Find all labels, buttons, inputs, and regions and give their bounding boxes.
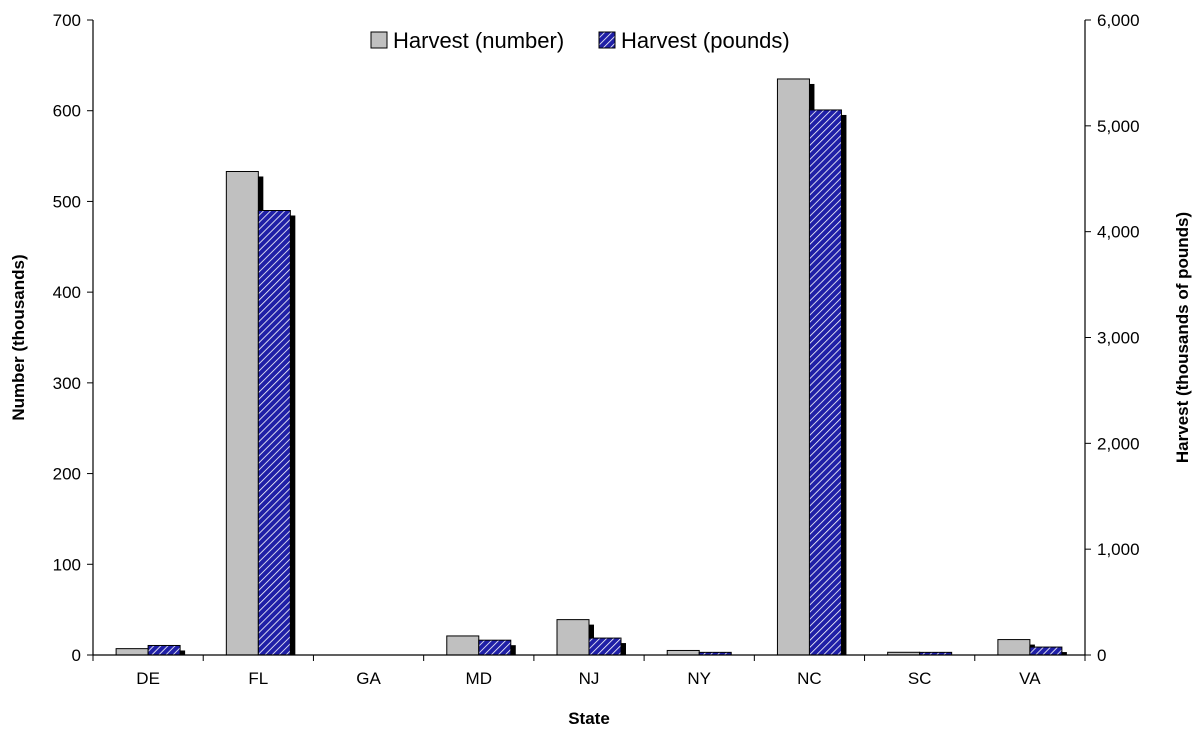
bar-number-fl: [225, 170, 259, 656]
bar-number-nj: [556, 619, 590, 656]
labels-layer: 0 100 200 300 400 500 600 700 0 1,000 2,000 3,000 4,…: [9, 11, 1192, 728]
bar-number-md: [446, 635, 480, 656]
y-tick-label-right: 1,000: [1097, 540, 1140, 559]
y-tick-label-left: 300: [53, 374, 81, 393]
y-tick-label-right: 2,000: [1097, 434, 1140, 453]
y-tick-label-left: 600: [53, 102, 81, 121]
y-tick-label-left: 400: [53, 283, 81, 302]
legend: Harvest (number) Harvest (pounds): [370, 28, 790, 53]
x-tick-label-sc: SC: [908, 669, 932, 688]
x-tick-label-ga: GA: [356, 669, 381, 688]
x-axis-title: State: [568, 709, 610, 728]
x-tick-label-nc: NC: [797, 669, 822, 688]
legend-swatch-pounds: [598, 31, 616, 49]
x-tick-label-ny: NY: [687, 669, 711, 688]
y-tick-label-left: 100: [53, 555, 81, 574]
y-tick-label-right: 4,000: [1097, 223, 1140, 242]
y-tick-label-right: 6,000: [1097, 11, 1140, 30]
y-tick-label-left: 500: [53, 192, 81, 211]
bar-number-nc: [776, 78, 810, 656]
bar-pounds-de: [147, 644, 181, 656]
y-tick-label-left: 200: [53, 465, 81, 484]
legend-label-pounds: Harvest (pounds): [621, 28, 790, 53]
y-tick-label-right: 0: [1097, 646, 1106, 665]
x-tick-label-fl: FL: [248, 669, 268, 688]
x-tick-label-md: MD: [466, 669, 492, 688]
y-tick-label-right: 5,000: [1097, 117, 1140, 136]
legend-label-number: Harvest (number): [393, 28, 564, 53]
bar-number-ny: [666, 649, 700, 656]
axes-layer: [87, 19, 1091, 661]
legend-swatch-number: [370, 31, 388, 49]
y-axis-title-right: Harvest (thousands of pounds): [1173, 212, 1192, 463]
x-tick-label-nj: NJ: [579, 669, 600, 688]
bar-pounds-md: [478, 639, 512, 656]
y-tick-label-left: 0: [72, 646, 81, 665]
x-tick-label-de: DE: [136, 669, 160, 688]
bar-pounds-fl: [257, 210, 291, 656]
bars-layer: [115, 78, 1067, 656]
bar-pounds-nj: [588, 637, 622, 656]
y-axis-title-left: Number (thousands): [9, 254, 28, 420]
y-tick-label-left: 700: [53, 11, 81, 30]
bar-pounds-nc: [808, 109, 842, 656]
bar-pounds-va: [1029, 646, 1063, 656]
y-tick-label-right: 3,000: [1097, 329, 1140, 348]
bar-number-de: [115, 648, 149, 656]
x-tick-label-va: VA: [1019, 669, 1041, 688]
bar-number-va: [997, 639, 1031, 656]
